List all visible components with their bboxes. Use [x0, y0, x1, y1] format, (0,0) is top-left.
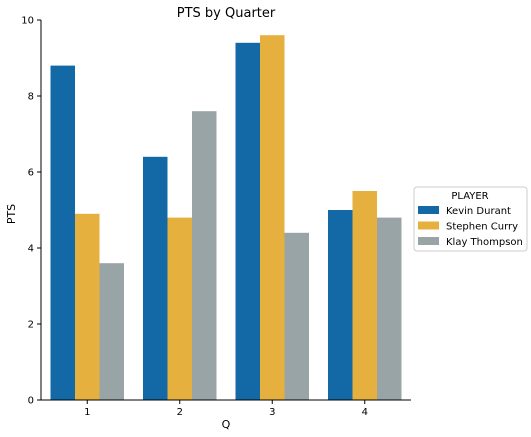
- bar-q2-series-2: [167, 217, 192, 400]
- y-tick-label: 4: [28, 244, 34, 255]
- bar-q1-series-1: [50, 65, 75, 400]
- bar-q1-series-3: [99, 263, 124, 400]
- bars-group: [50, 35, 402, 401]
- bar-q4-series-1: [328, 210, 353, 400]
- bar-q4-series-3: [377, 217, 402, 400]
- bar-q2-series-3: [192, 111, 217, 400]
- bar-q3-series-3: [284, 232, 309, 400]
- legend-frame: [413, 186, 528, 252]
- y-tick-label: 10: [21, 16, 34, 27]
- chart-title: PTS by Quarter: [177, 6, 276, 21]
- legend-entries: Kevin Durant Stephen Curry Klay Thompson: [418, 206, 523, 248]
- x-tick-label: 3: [269, 407, 275, 418]
- bar-q2-series-1: [143, 156, 168, 400]
- legend-title: PLAYER: [451, 191, 488, 202]
- legend-swatch: [418, 237, 439, 245]
- x-ticks-group: 1 2 3 4: [84, 400, 368, 418]
- legend-label: Kevin Durant: [446, 206, 511, 217]
- y-tick-label: 0: [28, 396, 34, 407]
- bar-q1-series-2: [75, 213, 100, 400]
- y-tick-label: 6: [28, 168, 34, 179]
- legend-label: Klay Thompson: [446, 237, 523, 248]
- bar-q3-series-1: [235, 42, 260, 401]
- y-tick-label: 2: [28, 320, 34, 331]
- legend-swatch: [418, 206, 439, 214]
- legend-label: Stephen Curry: [446, 222, 518, 233]
- x-axis-label: Q: [222, 418, 231, 431]
- bar-q4-series-2: [352, 191, 377, 400]
- x-tick-label: 4: [362, 407, 368, 418]
- x-tick-label: 2: [177, 407, 183, 418]
- x-tick-label: 1: [84, 407, 90, 418]
- y-axis-label: PTS: [5, 204, 18, 224]
- bar-q3-series-2: [260, 35, 285, 400]
- legend-swatch: [418, 221, 439, 230]
- y-tick-label: 8: [28, 92, 34, 103]
- legend: PLAYER Kevin Durant Stephen Curry Klay Tho…: [413, 186, 528, 252]
- y-ticks-group: 0 2 4 6 8 10: [21, 16, 41, 407]
